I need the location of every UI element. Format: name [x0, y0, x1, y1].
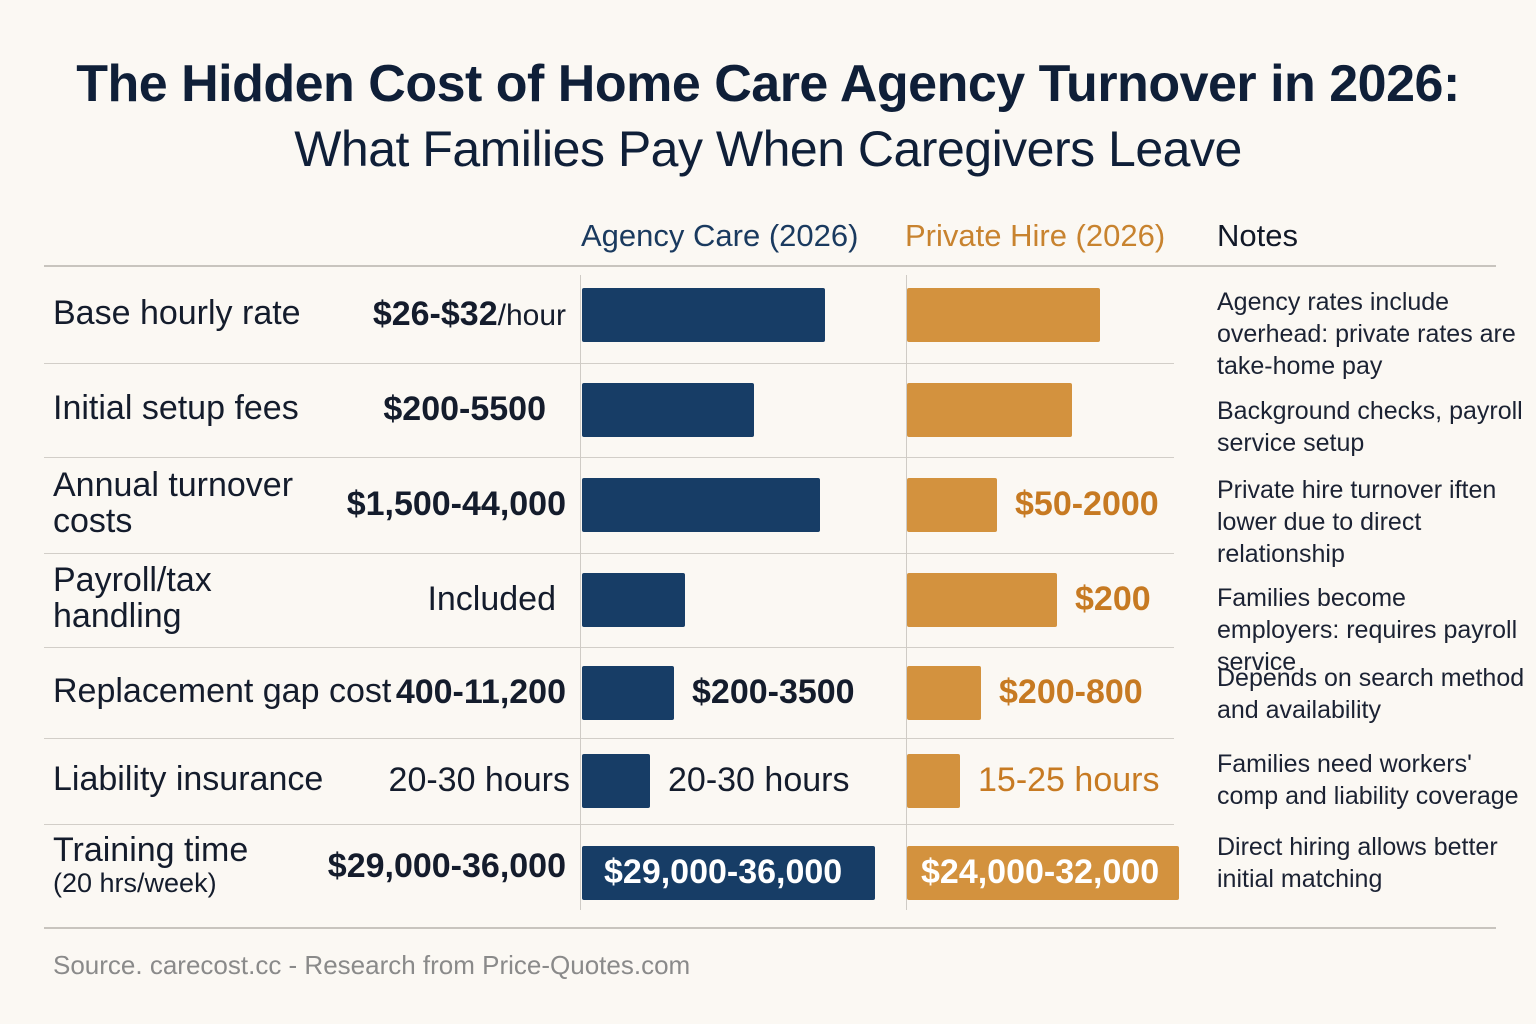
row-label: Base hourly rate [53, 295, 301, 331]
row-divider [44, 363, 1174, 364]
private-bar [907, 288, 1100, 342]
row-divider [44, 553, 1174, 554]
row-label-text: Annual turnover costs [53, 466, 294, 540]
row-note: Families need workers' comp and liabilit… [1217, 750, 1519, 810]
agency-axis-line [580, 275, 581, 910]
row-note: Families become employers: requires payr… [1217, 584, 1518, 676]
row-label: Training time (20 hrs/week) [53, 832, 248, 898]
column-header-notes: Notes [1217, 218, 1298, 253]
column-header-agency: Agency Care (2026) [581, 218, 859, 253]
agency-bar-label: $200-3500 [692, 672, 855, 711]
row-note: Private hire turnover iften lower due to… [1217, 476, 1497, 568]
agency-bar [582, 288, 825, 342]
row-note: Depends on search method and availabilit… [1217, 664, 1525, 724]
row-label-sub: (20 hrs/week) [53, 868, 217, 898]
private-bar-label: $24,000-32,000 [921, 853, 1160, 891]
header-rule [44, 265, 1496, 267]
agency-bar-label: 20-30 hours [668, 761, 850, 799]
row-value-main: $26-$32 [372, 295, 498, 333]
row-value-main: $29,000-36,000 [327, 847, 566, 885]
row-note: Background checks, payroll service setup [1217, 397, 1523, 457]
row-label-text: Payroll/tax handling [53, 561, 212, 635]
row-label-text: Training time [53, 831, 249, 869]
title-line-1: The Hidden Cost of Home Care Agency Turn… [76, 55, 1460, 113]
private-bar [907, 665, 981, 720]
agency-bar [582, 846, 875, 900]
row-divider [44, 824, 1174, 825]
row-value-main: 20-30 hours [388, 761, 570, 799]
agency-bar [582, 478, 820, 532]
row-value: $29,000-36,000 [328, 847, 566, 886]
row-label-text: Initial setup fees [53, 389, 299, 427]
row-divider [44, 738, 1174, 739]
row-value: $1,500-44,000 [347, 485, 566, 524]
column-header-private: Private Hire (2026) [905, 218, 1166, 253]
row-value: $26-$32/hour [373, 295, 566, 334]
source-note: Source. carecost.cc - Research from Pric… [53, 950, 691, 980]
agency-bar [582, 754, 650, 808]
private-bar-label: $200 [1075, 580, 1151, 618]
row-label: Initial setup fees [53, 390, 299, 426]
row-divider [44, 647, 1174, 648]
row-label-text: Replacement gap cost [53, 671, 392, 710]
row-value-unit: /hour [497, 299, 566, 332]
row-value-main: $200-5500 [383, 390, 546, 428]
footer-rule [44, 927, 1496, 929]
row-value: 20-30 hours [389, 761, 570, 800]
private-bar [907, 846, 1179, 900]
row-value-main: Included [427, 580, 556, 618]
row-value: Included [427, 580, 556, 619]
row-divider [44, 457, 1174, 458]
private-bar-label: $200-800 [999, 672, 1143, 711]
row-label-text: Base hourly rate [53, 294, 301, 332]
row-label-text: Liability insurance [53, 760, 324, 798]
private-axis-line [906, 275, 907, 910]
row-note: Agency rates include overhead: private r… [1217, 288, 1516, 380]
row-value: $200-5500 [383, 390, 546, 429]
row-label: Liability insurance [53, 761, 323, 797]
private-bar [907, 754, 960, 808]
private-bar-label: $50-2000 [1015, 485, 1159, 523]
row-label: Payroll/tax handling [53, 562, 323, 634]
agency-bar [582, 383, 754, 437]
private-bar [907, 383, 1072, 437]
agency-bar [582, 665, 674, 720]
row-value: 400-11,200 [396, 673, 566, 712]
private-bar-label: 15-25 hours [978, 761, 1160, 799]
row-value-main: $1,500-44,000 [346, 485, 566, 523]
agency-bar-label: $29,000-36,000 [604, 853, 843, 891]
private-bar [907, 573, 1057, 627]
row-label: Annual turnover costs [53, 467, 323, 539]
private-bar [907, 478, 997, 532]
title-line-2: What Families Pay When Caregivers Leave [294, 121, 1242, 177]
row-note: Direct hiring allows better initial matc… [1217, 833, 1498, 893]
row-value-main: 400-11,200 [395, 672, 566, 711]
row-label: Replacement gap cost [53, 673, 391, 709]
agency-bar [582, 573, 685, 627]
